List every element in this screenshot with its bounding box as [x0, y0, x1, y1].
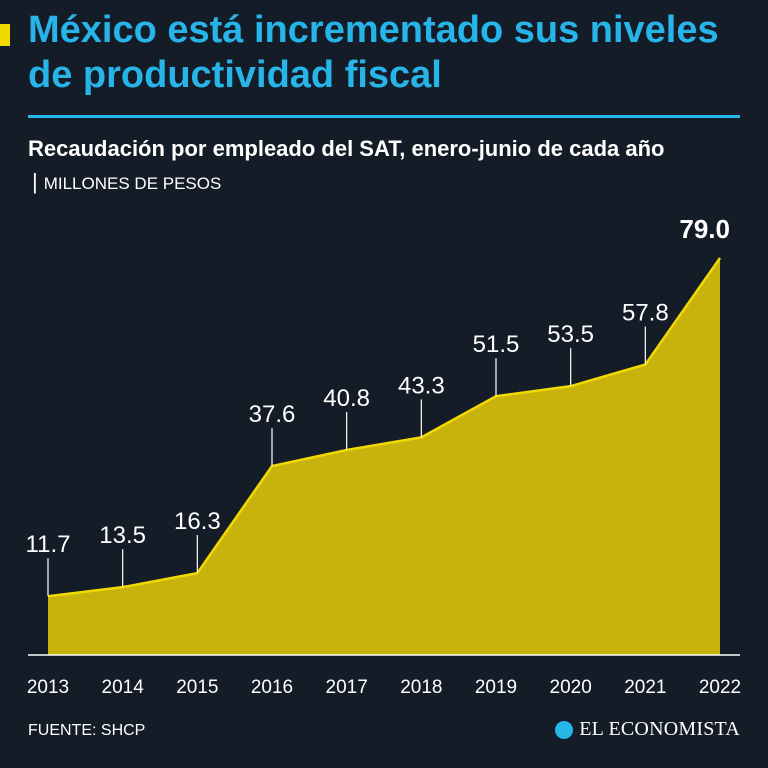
- brand-icon: [555, 720, 574, 739]
- data-label: 53.5: [547, 321, 594, 348]
- area-fill: [48, 258, 720, 655]
- x-tick-label: 2019: [475, 677, 517, 698]
- subtitle-separator: |: [32, 169, 38, 194]
- brand-name: EL ECONOMISTA: [579, 718, 740, 740]
- x-tick-label: 2014: [102, 677, 145, 698]
- units-label: MILLONES DE PESOS: [43, 174, 222, 193]
- title-divider: [28, 115, 740, 118]
- x-tick-label: 2013: [27, 677, 69, 698]
- chart-subtitle: Recaudación por empleado del SAT, enero-…: [28, 132, 728, 200]
- subtitle-text: Recaudación por empleado del SAT, enero-…: [28, 136, 665, 161]
- x-tick-label: 2015: [176, 677, 218, 698]
- x-tick-label: 2017: [326, 677, 368, 698]
- source-note: FUENTE: SHCP: [28, 722, 146, 739]
- data-label: 57.8: [622, 300, 669, 327]
- x-tick-label: 2022: [699, 677, 741, 698]
- x-tick-label: 2020: [550, 677, 592, 698]
- page-title: México está incrementado sus niveles de …: [28, 9, 719, 96]
- data-label: 79.0: [679, 214, 730, 244]
- data-label: 51.5: [473, 331, 520, 358]
- data-label: 40.8: [323, 385, 370, 412]
- data-label: 13.5: [99, 522, 146, 549]
- data-label: 37.6: [249, 401, 296, 428]
- accent-bar: [0, 24, 10, 46]
- x-tick-label: 2021: [624, 677, 666, 698]
- data-label: 43.3: [398, 372, 445, 399]
- x-tick-label: 2018: [400, 677, 442, 698]
- data-label: 11.7: [26, 531, 71, 558]
- data-label: 16.3: [174, 508, 221, 535]
- brand-logo: EL ECONOMISTA: [555, 718, 740, 741]
- series-line: [47, 257, 722, 598]
- x-tick-label: 2016: [251, 677, 293, 698]
